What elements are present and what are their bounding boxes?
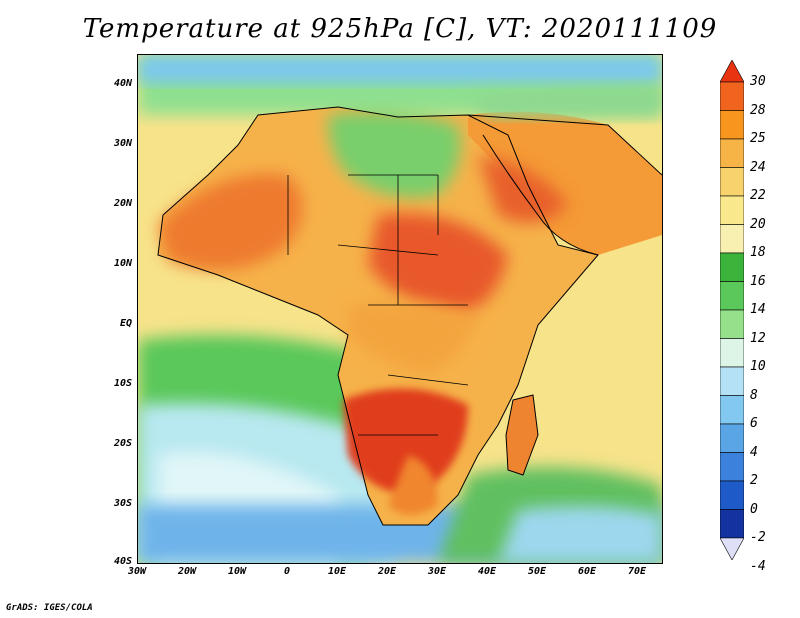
colorbar-label: 28 (750, 102, 766, 118)
colorbar-label: 30 (750, 74, 766, 89)
colorbar-label: 8 (750, 387, 758, 403)
lon-label-10w: 10W (227, 566, 247, 577)
lon-label-0: 0 (283, 566, 291, 577)
colorbar-cell (720, 395, 744, 425)
colorbar-label: 2 (750, 473, 758, 488)
map-canvas (138, 55, 662, 563)
middle-east-cool-field (468, 85, 662, 117)
equatorial-warm-field (348, 301, 478, 375)
lon-label-40e: 40E (477, 566, 497, 577)
colorbar-label: 4 (750, 444, 758, 460)
madagascar-coastline (505, 394, 539, 476)
lon-label-10e: 10E (327, 566, 347, 577)
lat-label-30n: 30N (113, 138, 132, 149)
lat-label-10n: 10N (113, 258, 132, 269)
arabia-land (468, 111, 662, 255)
north-cold-field (138, 55, 662, 83)
colorbar-cell (720, 423, 744, 453)
colorbar-label: 0 (750, 501, 758, 517)
colorbar-cell (720, 338, 744, 368)
temperature-map[interactable] (137, 54, 663, 564)
colorbar-label: 12 (750, 330, 766, 346)
west-africa-hot-field (158, 173, 303, 270)
colorbar-label: 6 (750, 416, 758, 431)
colorbar-label: 14 (750, 302, 766, 317)
colorbar-label: 10 (750, 359, 766, 374)
colorbar-cell (720, 366, 744, 396)
colorbar-cell (720, 81, 744, 111)
colorbar (720, 60, 744, 560)
colorbar-label: 20 (750, 216, 766, 232)
lat-label-10s: 10S (113, 378, 132, 389)
colorbar-label: 18 (750, 245, 766, 260)
colorbar-label: -2 (750, 530, 766, 545)
lon-label-30e: 30E (427, 566, 447, 577)
lon-label-30w: 30W (127, 566, 147, 577)
libya-egypt-cool-field (328, 111, 461, 198)
east-africa-hot-field (368, 213, 508, 315)
colorbar-cell (720, 281, 744, 311)
africa-coastline (157, 106, 599, 526)
lon-label-50e: 50E (527, 566, 547, 577)
colorbar-cell (720, 480, 744, 510)
colorbar-cell (720, 452, 744, 482)
lon-label-20e: 20E (377, 566, 397, 577)
lat-label-20s: 20S (113, 438, 132, 449)
lat-label-eq: EQ (119, 318, 132, 329)
south-africa-warm-field (388, 455, 438, 515)
colorbar-label: 24 (750, 159, 766, 175)
arabia-coastline (467, 114, 662, 256)
lon-label-20w: 20W (177, 566, 197, 577)
colorbar-label: 22 (750, 188, 766, 203)
grads-credit: GrADS: IGES/COLA (6, 603, 93, 613)
colorbar-label: 16 (750, 273, 766, 289)
colorbar-label: 25 (750, 131, 766, 146)
colorbar-cell (720, 195, 744, 225)
chart-title: Temperature at 925hPa [C], VT: 202011110… (82, 14, 718, 44)
colorbar-cell (720, 224, 744, 254)
colorbar-label: -4 (750, 558, 766, 574)
colorbar-cell (720, 309, 744, 339)
lat-label-30s: 30S (113, 498, 132, 509)
colorbar-cell (720, 167, 744, 197)
colorbar-cell (720, 60, 744, 83)
colorbar-cell (720, 509, 744, 539)
lat-label-40s: 40S (113, 556, 132, 567)
colorbar-cell (720, 138, 744, 168)
lon-label-70e: 70E (627, 566, 647, 577)
lat-label-40n: 40N (113, 78, 132, 89)
lat-label-20n: 20N (113, 198, 132, 209)
colorbar-cell (720, 537, 744, 560)
southern-africa-hottest-field (343, 388, 468, 495)
south-indian-blue-field (498, 506, 662, 563)
lon-label-60e: 60E (577, 566, 597, 577)
country-borders (287, 174, 469, 436)
arabia-hot-field (478, 155, 568, 223)
colorbar-cell (720, 252, 744, 282)
colorbar-cell (720, 110, 744, 140)
